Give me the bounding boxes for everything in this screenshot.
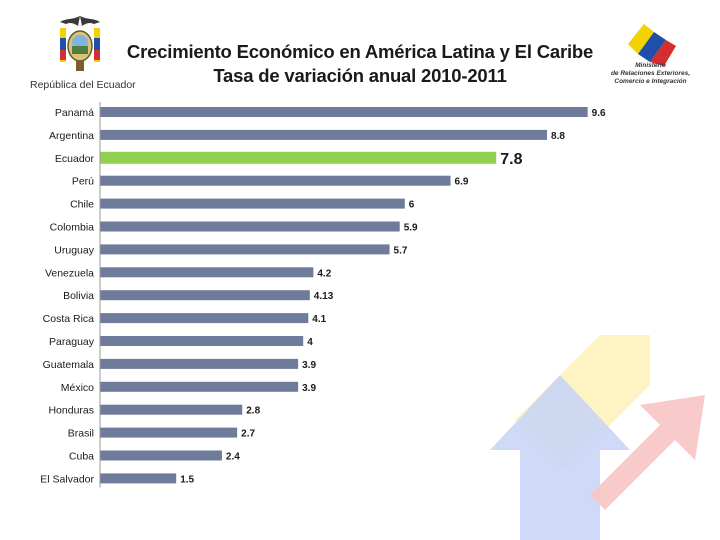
value-label: 8.8 bbox=[551, 131, 565, 142]
value-label: 2.4 bbox=[226, 452, 240, 463]
header: República del Ecuador Crecimiento Económ… bbox=[0, 0, 720, 100]
republica-label: República del Ecuador bbox=[30, 79, 136, 91]
bar-venezuela bbox=[100, 267, 314, 278]
value-label: 7.8 bbox=[500, 151, 522, 168]
category-label: Panamá bbox=[55, 107, 94, 119]
bar-colombia bbox=[100, 221, 400, 232]
ministry-name: Ministerio de Relaciones Exteriores, Com… bbox=[603, 62, 698, 86]
bar-chart: Panamá 9.6 Argentina 8.8 Ecuador 7.8 Perú 6.9 Ch… bbox=[40, 102, 606, 488]
value-label: 1.5 bbox=[180, 474, 194, 485]
value-label: 4.2 bbox=[317, 268, 331, 279]
category-label: Paraguay bbox=[49, 336, 95, 348]
value-label: 3.9 bbox=[302, 360, 316, 371]
bar-panamá bbox=[100, 107, 588, 117]
ministry-line-1: Ministerio bbox=[635, 62, 666, 69]
red-arrow-shape bbox=[590, 395, 705, 510]
bar-méxico bbox=[100, 381, 299, 392]
bar-guatemala bbox=[100, 358, 299, 369]
category-label: Argentina bbox=[49, 130, 94, 142]
coat-of-arms-icon bbox=[60, 16, 100, 71]
title-line-2: Tasa de variación anual 2010-2011 bbox=[213, 65, 507, 86]
category-label: El Salvador bbox=[40, 473, 94, 485]
bar-ecuador bbox=[100, 151, 497, 164]
category-label: Venezuela bbox=[45, 267, 94, 279]
bar-paraguay bbox=[100, 336, 304, 346]
value-label: 9.6 bbox=[592, 108, 606, 119]
bar-chile bbox=[100, 198, 405, 209]
value-label: 6.9 bbox=[455, 177, 469, 188]
bar-perú bbox=[100, 175, 451, 186]
ministry-line-2: de Relaciones Exteriores, bbox=[610, 70, 691, 77]
bar-bolivia bbox=[100, 290, 310, 301]
bar-costa-rica bbox=[100, 313, 309, 324]
category-label: México bbox=[61, 382, 94, 394]
category-label: Guatemala bbox=[43, 359, 95, 371]
category-label: Costa Rica bbox=[43, 313, 95, 325]
title-line-1: Crecimiento Económico en América Latina … bbox=[126, 41, 594, 62]
value-label: 4.1 bbox=[312, 314, 326, 325]
category-label: Brasil bbox=[68, 428, 94, 440]
ministry-line-3: Comercio e Integración bbox=[614, 78, 687, 85]
value-label: 4 bbox=[307, 337, 313, 348]
value-label: 2.8 bbox=[246, 406, 260, 417]
category-label: Chile bbox=[70, 199, 94, 211]
bar-brasil bbox=[100, 427, 238, 438]
category-label: Colombia bbox=[50, 222, 95, 234]
value-label: 2.7 bbox=[241, 429, 255, 440]
chart-title: Crecimiento Económico en América Latina … bbox=[100, 40, 620, 88]
ministry-logo-icon bbox=[628, 24, 676, 66]
category-label: Uruguay bbox=[54, 244, 94, 256]
category-label: Honduras bbox=[48, 405, 94, 417]
category-label: Perú bbox=[72, 176, 94, 188]
bar-cuba bbox=[100, 450, 222, 461]
bar-el-salvador bbox=[100, 473, 177, 484]
bar-honduras bbox=[100, 404, 243, 415]
bar-uruguay bbox=[100, 244, 390, 255]
value-label: 6 bbox=[409, 200, 415, 211]
value-label: 5.7 bbox=[394, 245, 408, 256]
bar-argentina bbox=[100, 129, 548, 140]
value-label: 5.9 bbox=[404, 223, 418, 234]
value-label: 3.9 bbox=[302, 383, 316, 394]
value-label: 4.13 bbox=[314, 291, 334, 302]
category-label: Cuba bbox=[69, 451, 94, 463]
category-label: Bolivia bbox=[63, 290, 94, 302]
category-label: Ecuador bbox=[55, 153, 95, 165]
